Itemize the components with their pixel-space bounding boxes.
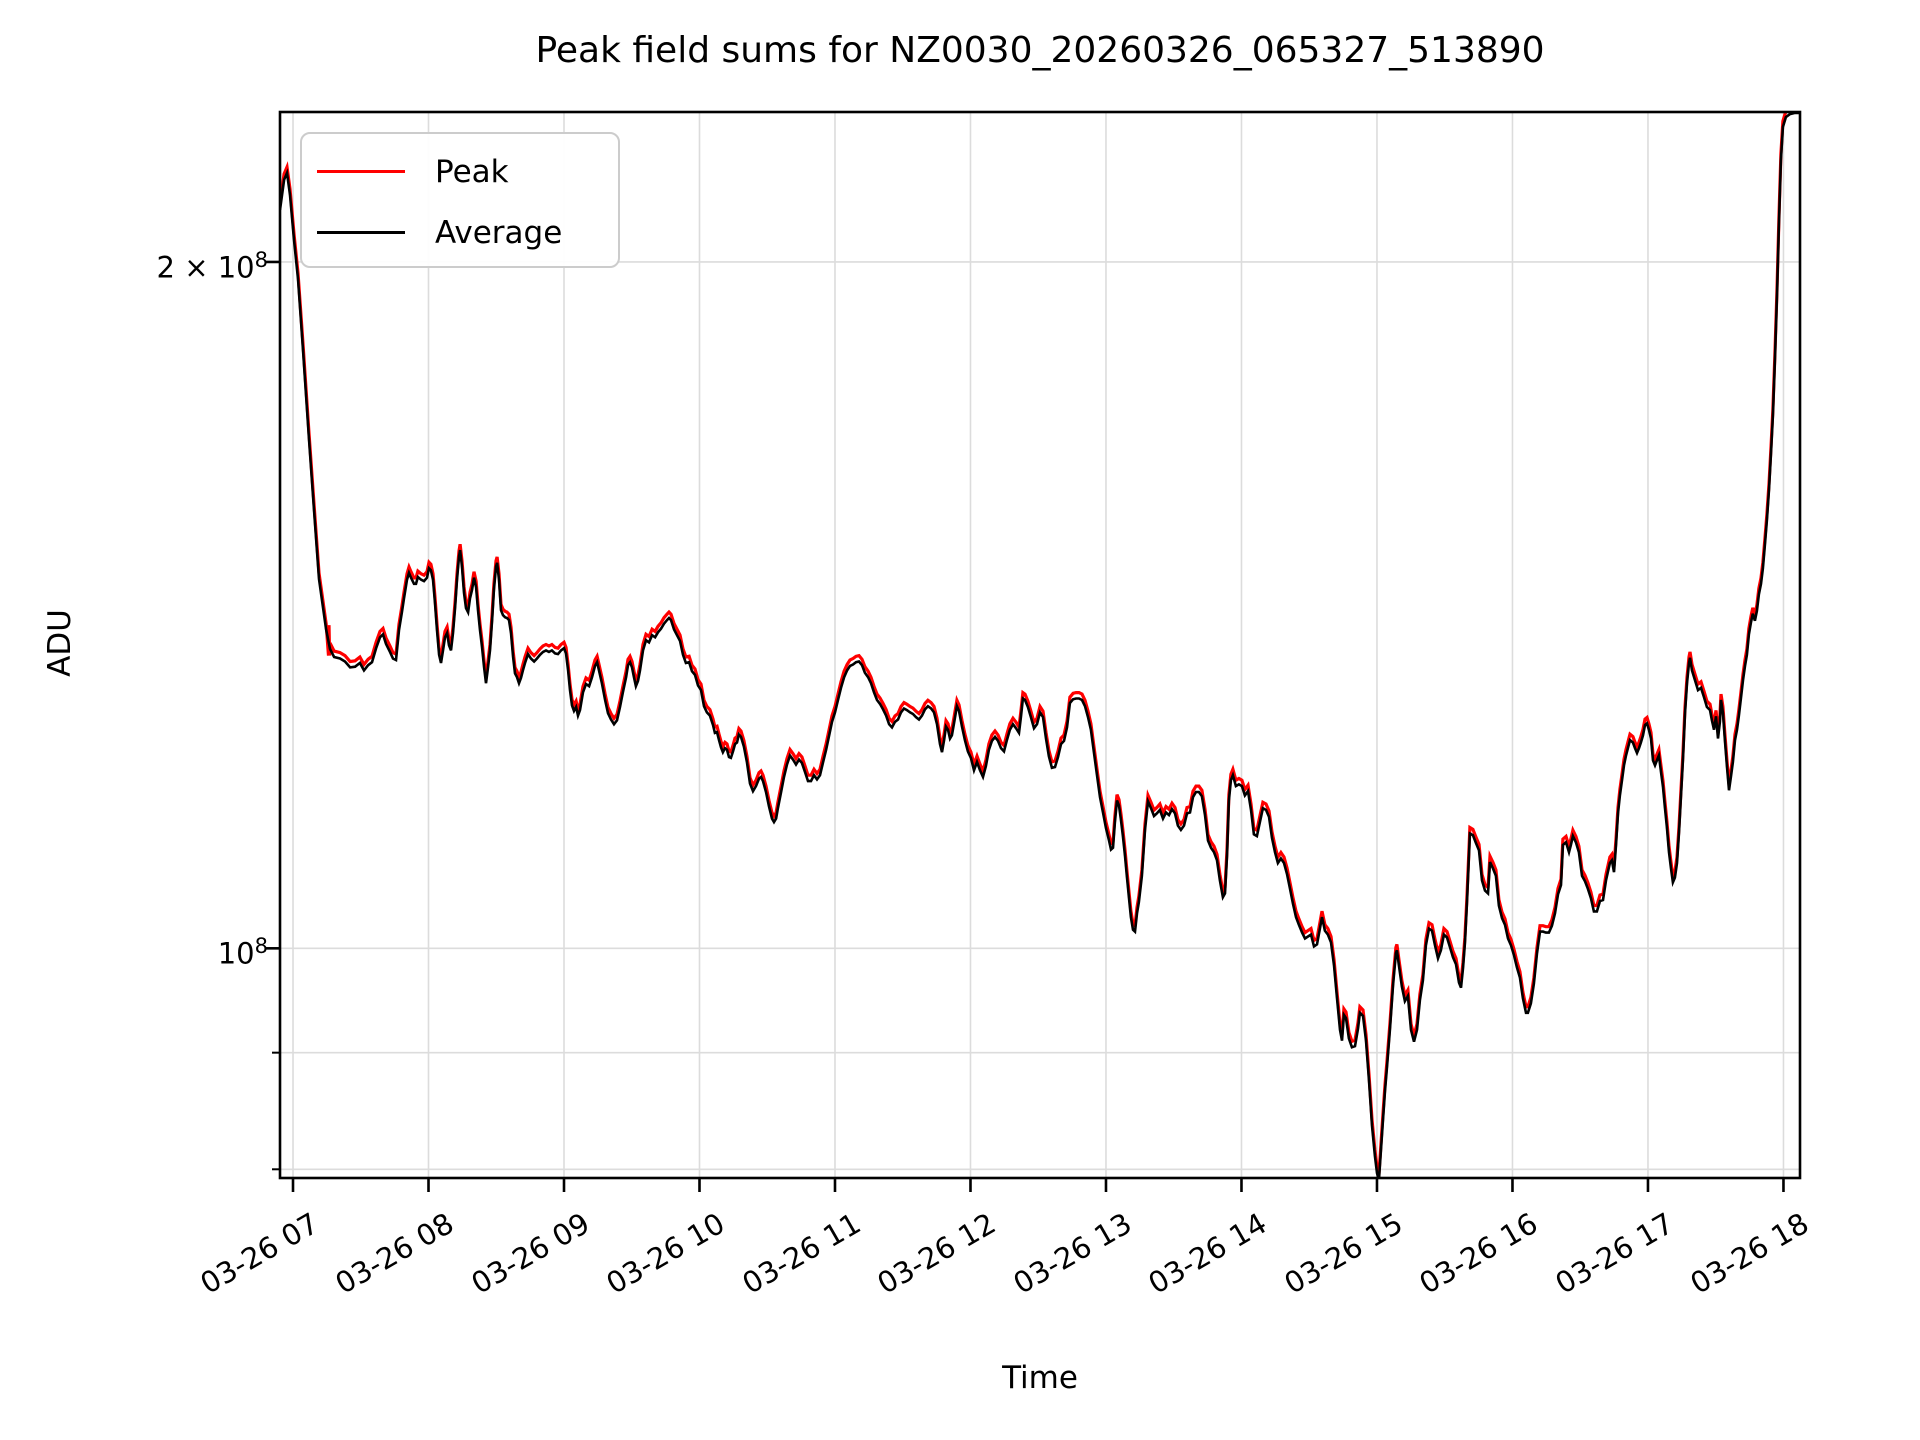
peak-line [280,112,1788,1175]
legend-line-sample [317,231,405,234]
legend: Peak Average [300,132,620,268]
average-line [280,112,1800,1178]
legend-label: Average [435,214,563,251]
legend-entry: Peak [302,141,618,202]
legend-label: Peak [435,153,509,190]
axes-spines [278,110,1802,1180]
y-axis-label: ADU [42,609,78,677]
y-tick-base: 2 × 10 [156,250,255,285]
y-tick-base: 10 [217,936,255,971]
legend-entry: Average [302,202,618,263]
chart-title: Peak field sums for NZ0030_20260326_0653… [535,30,1545,71]
gridlines [280,112,1800,1178]
tick-marks [266,260,1785,1192]
y-tick-exponent: 8 [254,247,268,272]
y-tick-label: 2 × 108 [157,243,268,285]
x-axis-label: Time [1002,1360,1078,1396]
legend-line-sample [317,170,405,173]
y-tick-label: 108 [218,929,268,971]
y-tick-exponent: 8 [254,934,268,959]
series-group [280,112,1800,1178]
